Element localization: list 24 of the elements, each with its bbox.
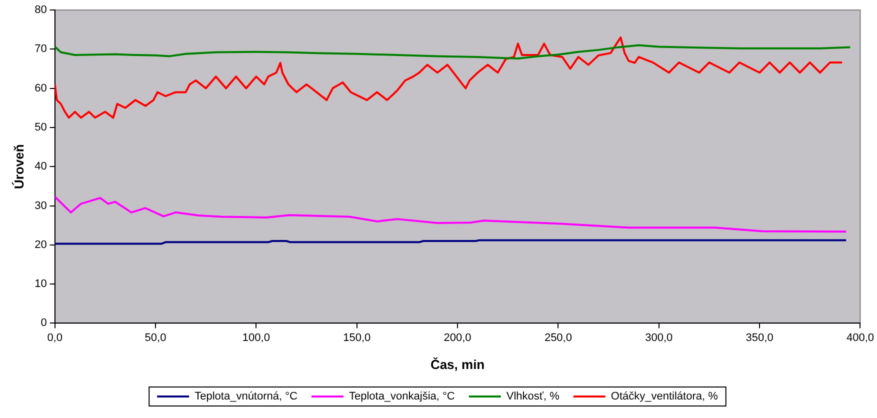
x-axis-title: Čas, min	[430, 356, 485, 372]
y-tick-label: 0	[40, 317, 47, 330]
y-tick-label: 50	[34, 121, 47, 134]
legend-label: Vlhkosť, %	[506, 390, 560, 403]
legend-label: Teplota_vnútorná, °C	[194, 390, 298, 403]
x-tick-label: 250,0	[544, 332, 572, 344]
x-tick-label: 200,0	[444, 332, 472, 344]
x-tick-label: 300,0	[645, 332, 673, 344]
y-tick-label: 10	[34, 278, 47, 290]
x-tick-label: 50,0	[144, 332, 166, 344]
y-tick-label: 80	[34, 4, 47, 16]
y-axis-title: Úroveň	[11, 144, 26, 189]
y-tick-label: 60	[34, 82, 47, 94]
y-tick-label: 40	[34, 160, 47, 173]
y-tick-label: 70	[34, 43, 47, 56]
x-tick-label: 400,0	[846, 332, 874, 344]
x-tick-label: 100,0	[242, 332, 270, 344]
legend-label: Otáčky_ventilátora, %	[610, 390, 718, 403]
y-tick-label: 20	[34, 238, 47, 251]
legend-label: Teplota_vonkajšia, °C	[348, 390, 455, 403]
y-tick-label: 30	[34, 200, 47, 212]
x-tick-label: 0,0	[47, 332, 62, 344]
x-tick-label: 150,0	[343, 332, 371, 344]
x-tick-label: 350,0	[746, 332, 774, 344]
